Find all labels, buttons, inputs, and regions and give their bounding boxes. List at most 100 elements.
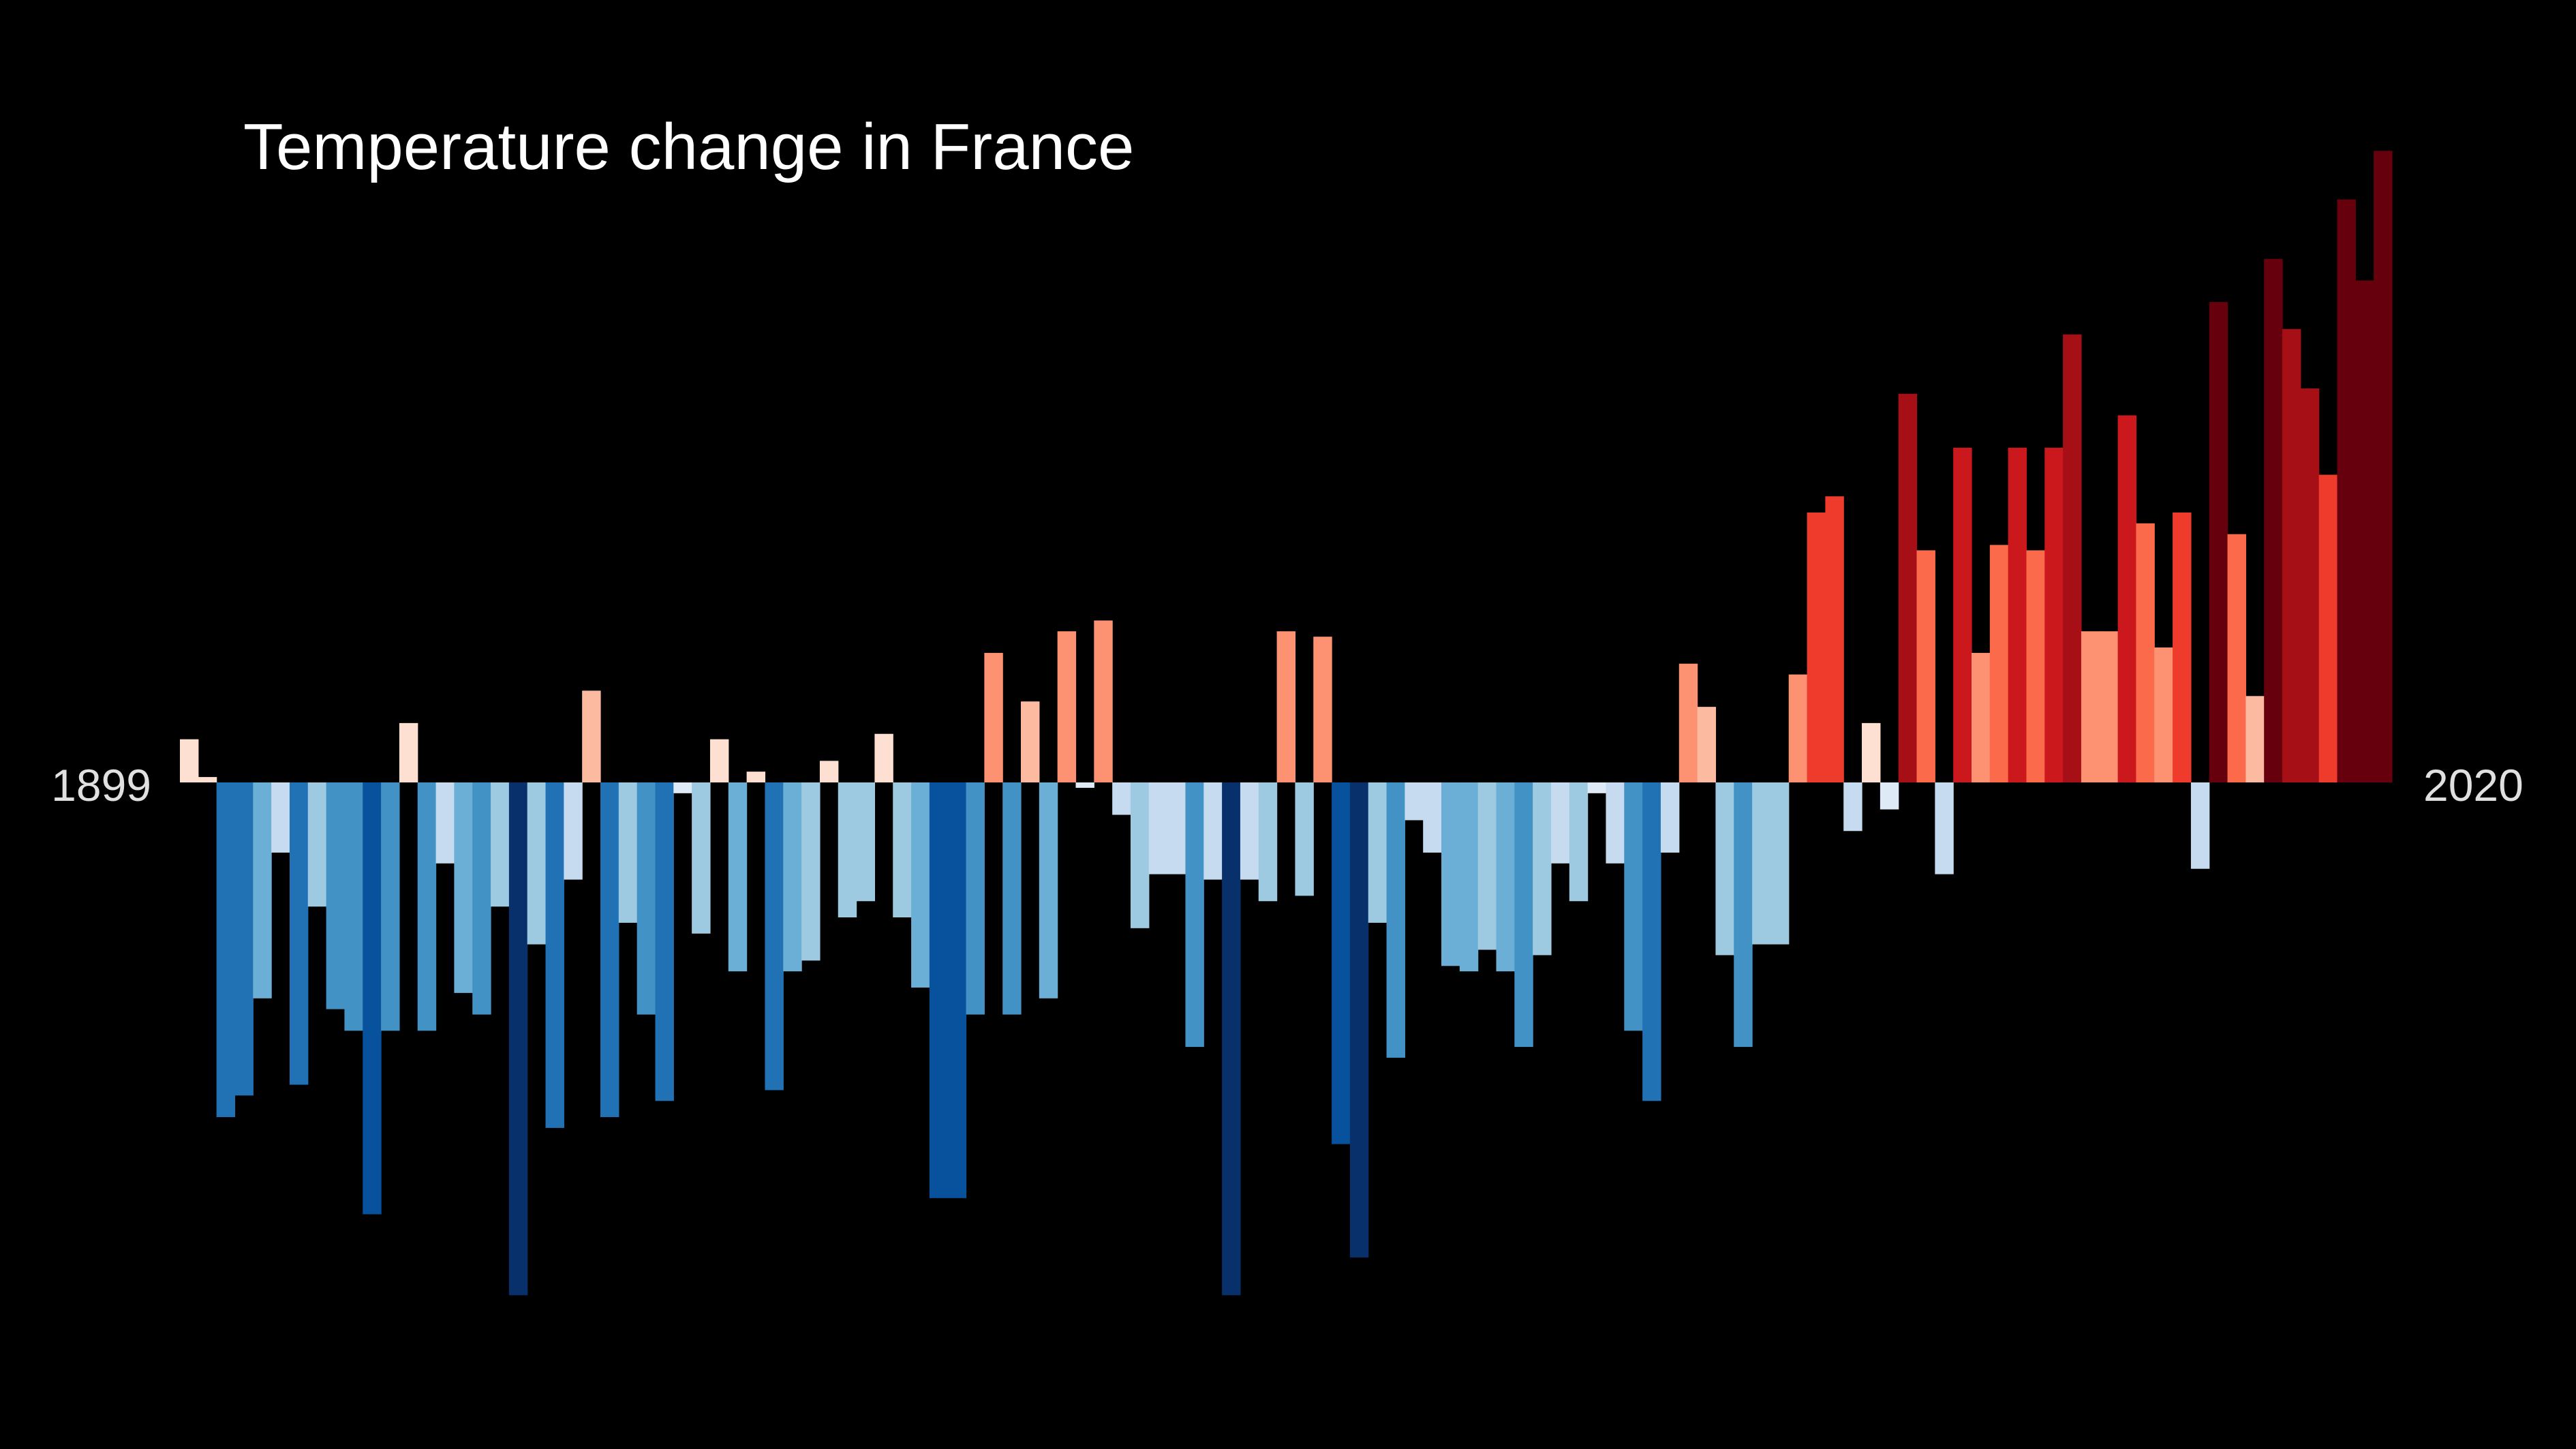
bar-1964 <box>1368 782 1387 923</box>
bar-1998 <box>1989 545 2009 782</box>
end-year-label: 2020 <box>2423 760 2524 810</box>
bar-1899 <box>180 739 199 782</box>
bar-1967 <box>1423 782 1442 853</box>
bar-1922 <box>600 782 619 1118</box>
chart-title: Temperature change in France <box>243 110 1134 183</box>
bar-2006 <box>2136 523 2155 782</box>
bar-1937 <box>874 733 893 782</box>
bar-1996 <box>1953 447 1972 782</box>
bar-1945 <box>1021 701 1040 782</box>
bar-1934 <box>819 761 839 782</box>
bar-1958 <box>1258 782 1278 902</box>
bar-1942 <box>966 782 985 1015</box>
bar-1923 <box>618 782 638 923</box>
bar-1920 <box>564 782 583 880</box>
bar-2002 <box>2063 334 2082 782</box>
bar-2014 <box>2282 329 2301 783</box>
bar-1963 <box>1349 782 1369 1257</box>
bar-1947 <box>1057 631 1077 782</box>
bar-1974 <box>1550 782 1570 864</box>
bar-2016 <box>2318 474 2338 782</box>
bar-1956 <box>1222 782 1241 1296</box>
bar-1979 <box>1642 782 1661 1101</box>
bar-1976 <box>1587 782 1607 793</box>
bar-2013 <box>2264 258 2283 782</box>
bar-1931 <box>765 782 784 1090</box>
bar-1915 <box>472 782 491 1015</box>
bar-1950 <box>1112 782 1131 815</box>
bar-1924 <box>637 782 656 1015</box>
bar-1936 <box>856 782 876 902</box>
bar-1943 <box>984 652 1003 782</box>
bar-1907 <box>326 782 346 1009</box>
bar-1910 <box>381 782 400 1031</box>
bar-1944 <box>1002 782 1022 1015</box>
bar-1951 <box>1130 782 1150 928</box>
bar-1982 <box>1697 707 1717 782</box>
bar-1929 <box>728 782 748 972</box>
bar-1952 <box>1148 782 1168 874</box>
bar-1957 <box>1240 782 1259 880</box>
bar-1989 <box>1825 496 1844 782</box>
bar-1953 <box>1167 782 1186 874</box>
bar-1962 <box>1332 782 1351 1144</box>
bar-2004 <box>2099 631 2119 782</box>
bar-1977 <box>1606 782 1625 864</box>
bar-1971 <box>1496 782 1515 972</box>
bar-1925 <box>655 782 674 1101</box>
bar-1914 <box>454 782 473 993</box>
bar-1926 <box>673 782 692 793</box>
bar-1946 <box>1039 782 1058 998</box>
bar-1912 <box>417 782 437 1031</box>
bar-1902 <box>234 782 254 1096</box>
bar-1984 <box>1734 782 1753 1048</box>
bar-2005 <box>2117 415 2137 782</box>
bar-1948 <box>1075 782 1094 788</box>
bar-1904 <box>271 782 290 853</box>
bars-group <box>180 151 2393 1296</box>
bar-2001 <box>2044 447 2064 782</box>
bar-2011 <box>2227 534 2246 782</box>
bar-1917 <box>508 782 528 1296</box>
bar-1933 <box>801 782 821 961</box>
bar-1935 <box>838 782 857 917</box>
bar-1906 <box>307 782 327 907</box>
bar-1965 <box>1386 782 1405 1058</box>
bar-1990 <box>1843 782 1862 832</box>
bar-2008 <box>2173 513 2192 782</box>
bar-1988 <box>1807 513 1826 782</box>
bar-1928 <box>709 739 729 782</box>
bar-1909 <box>363 782 382 1215</box>
bar-1959 <box>1276 631 1296 782</box>
bar-1986 <box>1770 782 1790 945</box>
bar-1972 <box>1514 782 1533 1048</box>
bar-1991 <box>1862 722 1881 782</box>
bar-1999 <box>2008 447 2027 782</box>
bar-1901 <box>216 782 236 1118</box>
bar-1978 <box>1624 782 1643 1031</box>
bar-1932 <box>783 782 802 972</box>
start-year-label: 1899 <box>51 760 151 810</box>
bar-1941 <box>947 782 967 1198</box>
bar-1973 <box>1533 782 1552 956</box>
bar-2009 <box>2190 782 2210 869</box>
bar-1921 <box>582 690 601 782</box>
bar-2007 <box>2154 647 2173 782</box>
bar-2010 <box>2209 302 2228 782</box>
bar-1969 <box>1459 782 1479 972</box>
bar-1911 <box>399 722 418 782</box>
bar-2017 <box>2337 199 2356 782</box>
bar-2015 <box>2300 388 2320 782</box>
bar-1960 <box>1295 782 1314 896</box>
bar-1970 <box>1477 782 1497 950</box>
bar-1938 <box>893 782 912 917</box>
bar-1940 <box>929 782 949 1198</box>
bar-1949 <box>1094 620 1113 782</box>
bar-1980 <box>1660 782 1680 853</box>
bar-1975 <box>1569 782 1589 902</box>
bar-1916 <box>491 782 510 907</box>
bar-2018 <box>2355 280 2374 782</box>
bar-1913 <box>435 782 455 864</box>
bar-1981 <box>1678 663 1698 782</box>
bar-1968 <box>1441 782 1460 966</box>
